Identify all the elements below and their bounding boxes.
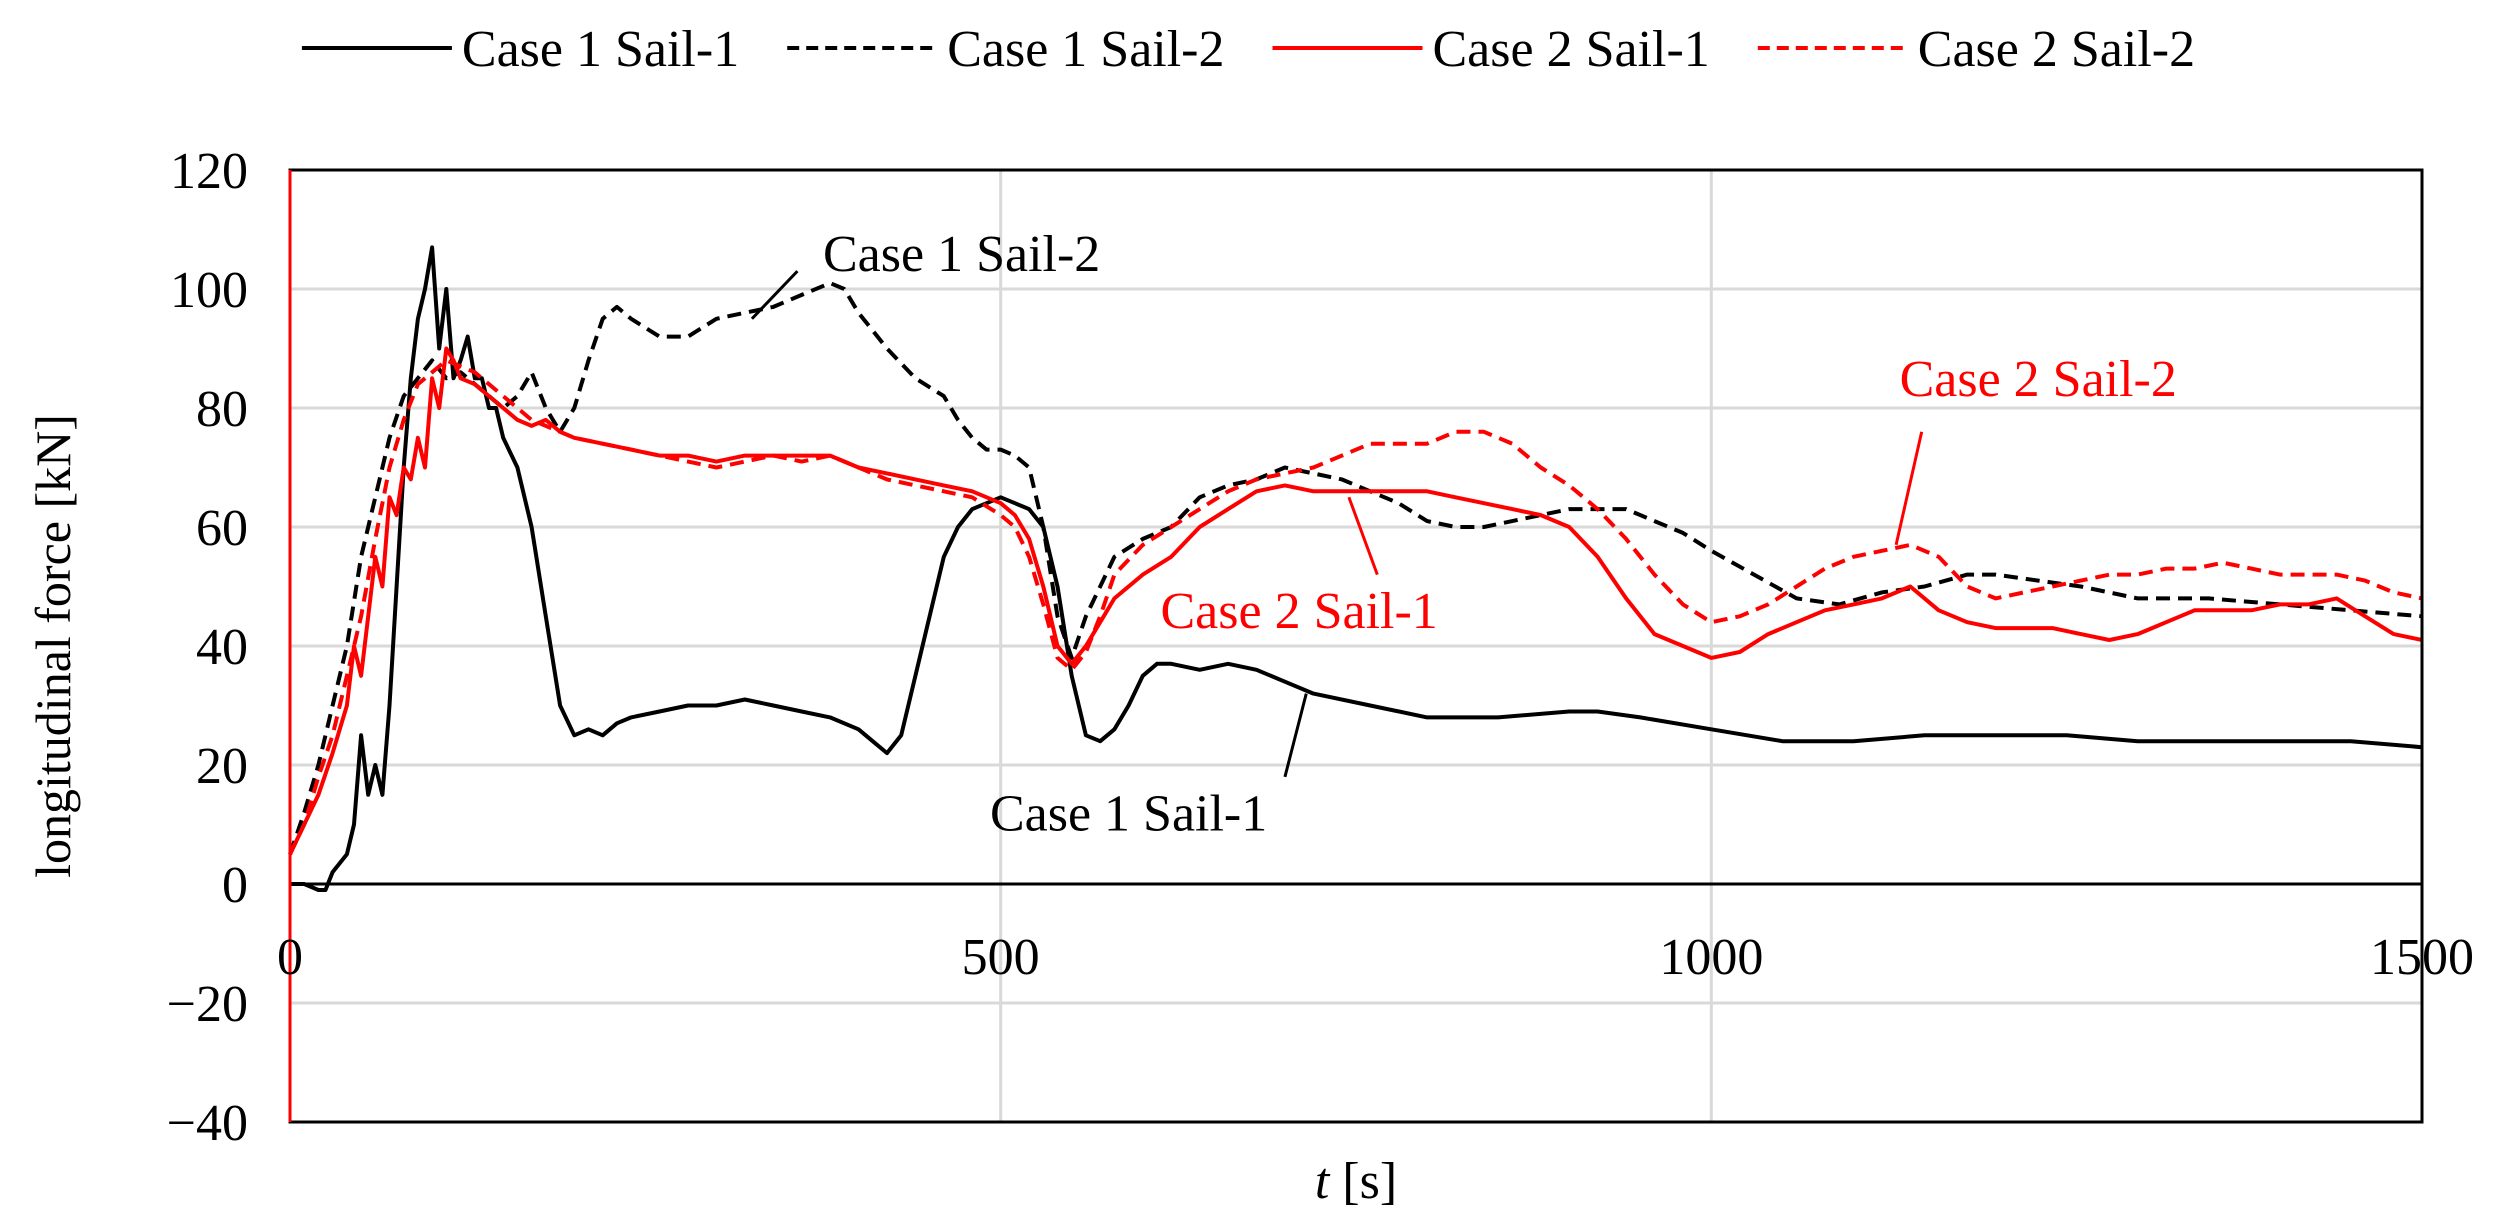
annotation-leader	[1283, 693, 1308, 778]
legend-label-2: Case 1 Sail-2	[947, 21, 1224, 78]
y-tick-label: −20	[167, 976, 248, 1033]
series-line-1	[290, 245, 2423, 892]
x-tick-label: 1500	[2370, 929, 2474, 986]
x-tick-label: 500	[962, 929, 1040, 986]
gridlines	[288, 168, 2424, 1124]
series-lines	[288, 245, 2423, 892]
x-tick-label: 1000	[1659, 929, 1763, 986]
y-tick-label: 120	[170, 143, 248, 200]
y-tick-label: 40	[196, 619, 248, 676]
x-axis-label-unit: [s]	[1329, 1153, 1397, 1210]
legend-label-4: Case 2 Sail-2	[1918, 21, 2195, 78]
annotations: Case 1 Sail-2 Case 2 Sail-2 Case 2 Sail-1 C…	[750, 226, 2177, 842]
y-tick-label: 0	[222, 857, 248, 914]
annotation-label: Case 1 Sail-1	[990, 785, 1267, 842]
series-line-4	[288, 358, 2423, 856]
annotation-leader	[1347, 496, 1379, 576]
series-line-2	[288, 281, 2423, 855]
annotation-leader	[750, 270, 799, 320]
legend: Case 1 Sail-1 Case 1 Sail-2 Case 2 Sail-1 C…	[301, 21, 2195, 78]
x-tick-label: 0	[277, 929, 303, 986]
annotation-label: Case 2 Sail-1	[1160, 583, 1437, 640]
y-tick-label: 20	[196, 738, 248, 795]
legend-label-1: Case 1 Sail-1	[462, 21, 739, 78]
y-axis-label: longitudinal force [kN]	[25, 414, 81, 878]
legend-label-3: Case 2 Sail-1	[1433, 21, 1710, 78]
annotation-label: Case 2 Sail-2	[1900, 351, 2177, 408]
x-axis-label: t [s]	[1315, 1153, 1397, 1210]
annotation-leader	[1894, 431, 1924, 546]
y-tick-label: 80	[196, 381, 248, 438]
y-tick-label: 100	[170, 262, 248, 319]
annotation-label: Case 1 Sail-2	[823, 226, 1100, 283]
y-tick-label: −40	[167, 1095, 248, 1152]
series-line-3	[288, 346, 2423, 856]
x-axis-label-variable: t	[1315, 1153, 1331, 1210]
y-tick-label: 60	[196, 500, 248, 557]
tick-labels: −40 −20 0 20 40 60 80 100 120 0 500 1000 1500	[167, 143, 2474, 1152]
